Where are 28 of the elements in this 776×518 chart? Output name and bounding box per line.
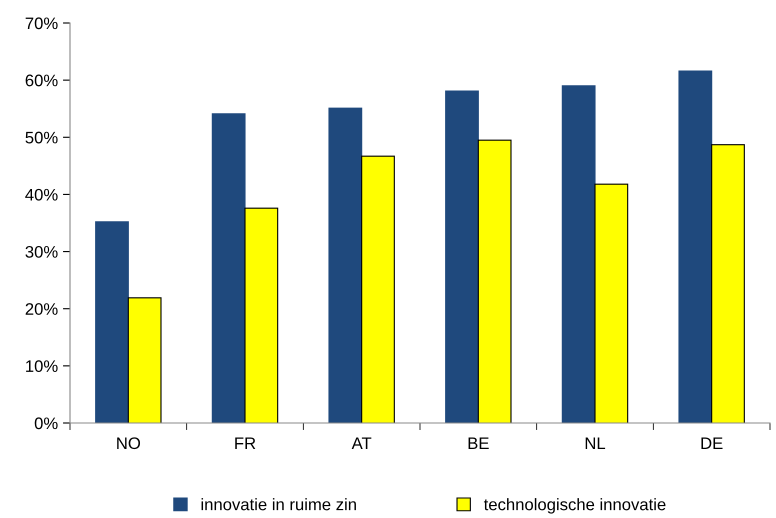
x-tick-label: BE bbox=[468, 438, 489, 449]
x-tick-label: FR bbox=[235, 438, 256, 449]
y-tick-label: 30% bbox=[25, 246, 58, 258]
bar bbox=[445, 90, 479, 423]
bar bbox=[95, 221, 129, 423]
y-tick-label: 20% bbox=[26, 303, 58, 315]
x-tick-label: DE bbox=[701, 438, 723, 449]
legend-label: technologische innovatie bbox=[484, 498, 666, 514]
bar bbox=[711, 144, 745, 423]
y-tick-label: 40% bbox=[25, 188, 58, 201]
x-tick-label: AT bbox=[352, 438, 372, 449]
bar bbox=[212, 113, 246, 423]
bar bbox=[328, 108, 362, 423]
bar bbox=[562, 85, 596, 423]
bar bbox=[128, 297, 162, 423]
y-tick-label: 70% bbox=[26, 17, 58, 30]
bar bbox=[594, 184, 628, 423]
y-tick-label: 60% bbox=[26, 74, 58, 86]
y-tick-label: 50% bbox=[26, 132, 58, 144]
x-tick-label: NL bbox=[586, 438, 606, 449]
y-tick-label: 10% bbox=[26, 360, 58, 372]
bar bbox=[361, 156, 395, 423]
y-tick-label: 0% bbox=[34, 417, 58, 430]
bar bbox=[478, 140, 512, 423]
x-tick-label: NO bbox=[117, 437, 140, 450]
bar bbox=[244, 208, 278, 423]
bar bbox=[678, 70, 712, 423]
legend-label: innovatie in ruime zin bbox=[202, 498, 356, 510]
